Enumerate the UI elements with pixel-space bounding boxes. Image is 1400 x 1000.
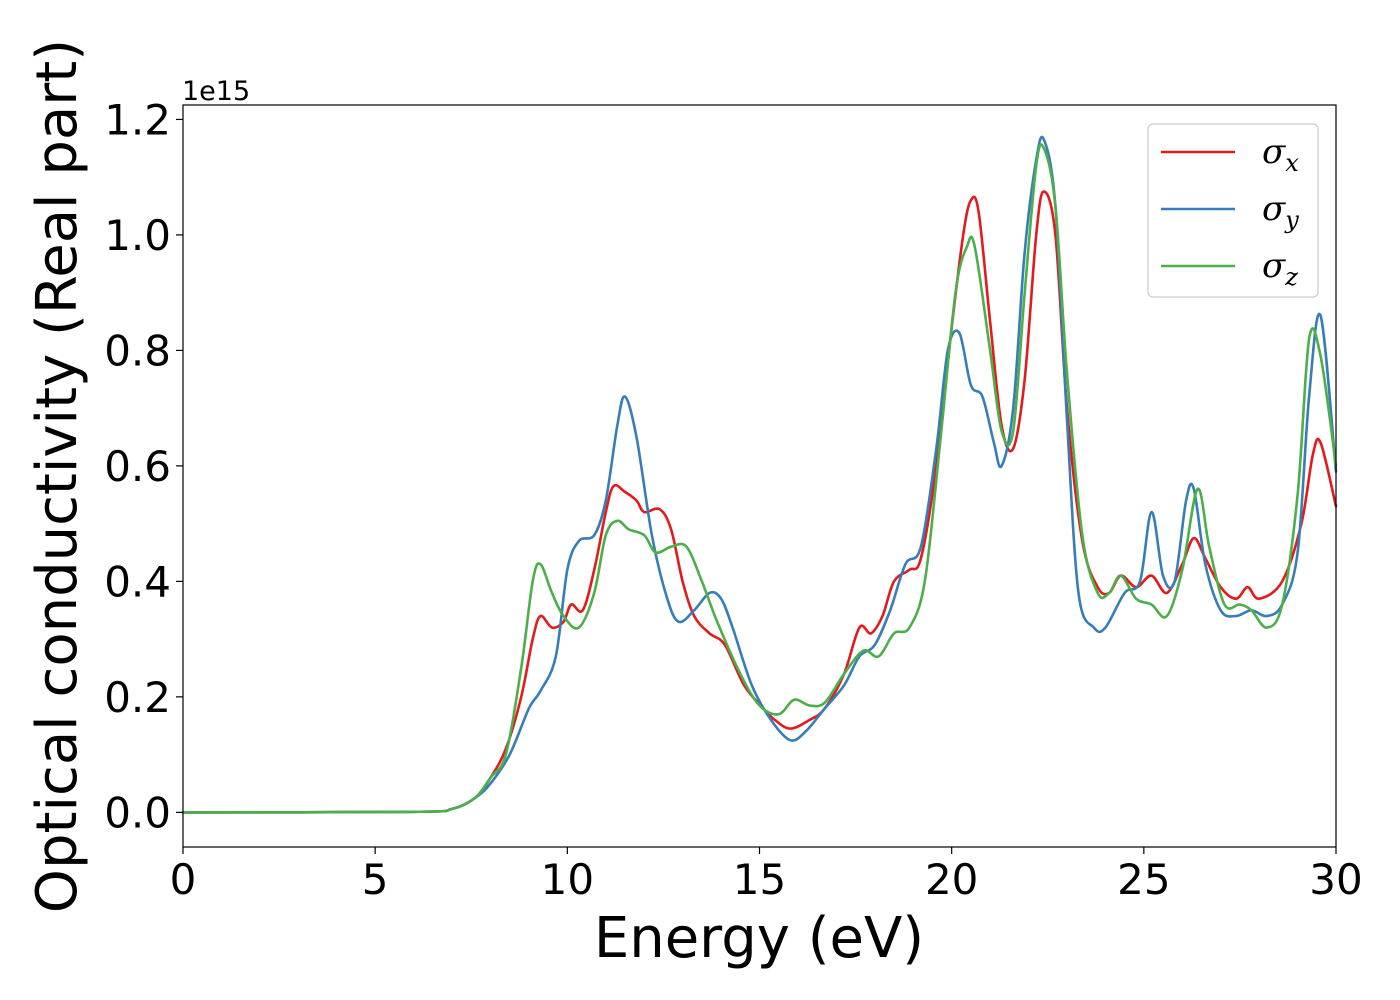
- plot-area: [183, 105, 1336, 847]
- series-line-z: [181, 143, 1338, 814]
- x-axis-title: Energy (eV): [594, 906, 924, 971]
- series-line-x: [181, 190, 1338, 814]
- x-tick-label: 5: [362, 855, 389, 904]
- legend-label-y: σy: [1262, 189, 1299, 234]
- y-tick-label: 0.2: [104, 673, 171, 722]
- x-tick-label: 10: [541, 855, 594, 904]
- x-axis-ticks: 0 5 10 15 20 25 30: [170, 847, 1363, 904]
- legend-label-z: σz: [1262, 246, 1298, 291]
- y-axis-title: Optical conductivity (Real part): [25, 39, 90, 913]
- x-tick-label: 30: [1309, 855, 1362, 904]
- y-tick-label: 0.4: [104, 557, 171, 606]
- y-offset-label: 1e15: [182, 76, 250, 107]
- x-tick-label: 0: [170, 855, 197, 904]
- legend-label-x: σx: [1262, 132, 1299, 177]
- y-tick-label: 1.2: [104, 95, 171, 144]
- x-tick-label: 25: [1117, 855, 1170, 904]
- y-axis-ticks: 0.0 0.2 0.4 0.6 0.8 1.0 1.2: [104, 95, 183, 837]
- series-line-y: [181, 135, 1338, 814]
- series-layer: [181, 135, 1338, 814]
- y-tick-label: 0.6: [104, 442, 171, 491]
- y-tick-label: 1.0: [104, 211, 171, 260]
- legend-box: [1147, 123, 1319, 298]
- x-tick-label: 20: [925, 855, 978, 904]
- legend: σx σy σz: [1147, 123, 1319, 298]
- plot-frame: [182, 104, 1337, 848]
- x-tick-label: 15: [733, 855, 786, 904]
- y-tick-label: 0.0: [104, 788, 171, 837]
- y-tick-label: 0.8: [104, 326, 171, 375]
